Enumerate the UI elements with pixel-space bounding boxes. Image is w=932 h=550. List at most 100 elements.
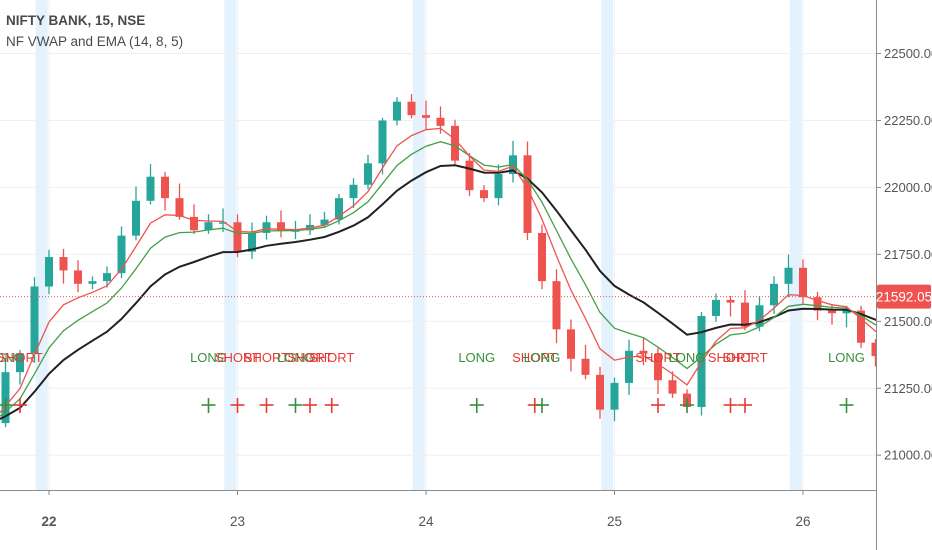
y-tick-label-0: 22500.00 xyxy=(884,46,932,61)
candle-body-15 xyxy=(204,222,213,231)
signal-label-14: SHORT xyxy=(722,350,767,365)
candle-body-59 xyxy=(842,310,851,314)
candle-body-7 xyxy=(88,281,97,284)
candle-body-25 xyxy=(349,184,358,199)
candle-body-26 xyxy=(364,163,372,185)
candle-body-40 xyxy=(567,329,575,359)
indicator-title[interactable]: NF VWAP and EMA (14, 8, 5) xyxy=(6,34,184,49)
candle-body-53 xyxy=(755,305,764,327)
candle-body-12 xyxy=(161,176,169,199)
x-tick-label-0: 22 xyxy=(41,514,56,529)
y-tick-label-1: 22250.00 xyxy=(884,113,932,128)
signal-label-15: LONG xyxy=(828,350,865,365)
session-band-2 xyxy=(412,0,425,490)
candle-body-11 xyxy=(146,176,155,201)
candle-body-33 xyxy=(465,160,474,191)
signal-label-5: LONG xyxy=(277,350,314,365)
candle-body-54 xyxy=(770,283,778,306)
plot-area: LONGSHORTLONGSHORTSHORTLONGSHORTSHORTLON… xyxy=(0,0,909,490)
candle-body-18 xyxy=(248,232,256,252)
signal-label-2: LONG xyxy=(190,350,227,365)
session-band-3 xyxy=(601,0,614,490)
candle-body-45 xyxy=(639,350,648,354)
candle-body-46 xyxy=(654,353,662,381)
signal-label-11: SHORT xyxy=(635,350,680,365)
candle-body-17 xyxy=(233,222,242,252)
signal-label-9: SHORT xyxy=(512,350,557,365)
candle-body-58 xyxy=(828,310,836,314)
candle-body-4 xyxy=(45,257,53,287)
session-band-0 xyxy=(35,0,48,490)
y-tick-label-3: 21750.00 xyxy=(884,247,932,262)
x-tick-label-4: 26 xyxy=(795,514,810,529)
y-tick-label-6: 21000.00 xyxy=(884,448,932,463)
candle-body-2 xyxy=(16,353,24,373)
candle-body-8 xyxy=(103,273,111,282)
candle-body-60 xyxy=(857,310,865,343)
y-tick-label-5: 21250.00 xyxy=(884,381,932,396)
signal-label-0: LONG xyxy=(0,350,24,365)
candle-body-23 xyxy=(320,219,329,225)
signal-label-10: LONG xyxy=(524,350,561,365)
candle-body-14 xyxy=(190,216,198,231)
candle-body-44 xyxy=(625,350,633,383)
x-tick-label-1: 23 xyxy=(230,514,245,529)
candle-body-13 xyxy=(175,198,184,217)
signal-label-12: LONG xyxy=(669,350,706,365)
candle-body-3 xyxy=(30,286,39,354)
candle-body-10 xyxy=(132,200,140,236)
signal-label-4: SHORT xyxy=(244,350,289,365)
session-band-1 xyxy=(224,0,237,490)
y-tick-label-2: 22000.00 xyxy=(884,180,932,195)
signal-label-13: SHORT xyxy=(708,350,753,365)
signal-label-3: SHORT xyxy=(215,350,260,365)
candle-body-38 xyxy=(538,232,546,282)
candle-body-30 xyxy=(422,115,430,118)
chart-legend: NIFTY BANK, 15, NSE NF VWAP and EMA (14,… xyxy=(6,10,183,52)
candle-body-52 xyxy=(741,302,749,327)
candle-body-34 xyxy=(480,190,488,199)
signal-label-8: LONG xyxy=(458,350,495,365)
candle-body-43 xyxy=(610,382,619,410)
candle-body-19 xyxy=(262,222,271,233)
price-badge xyxy=(877,284,931,309)
candle-body-35 xyxy=(494,174,503,199)
candle-body-32 xyxy=(451,125,459,161)
candle-body-41 xyxy=(581,358,590,375)
candle-body-9 xyxy=(117,235,126,274)
candle-body-42 xyxy=(596,374,604,410)
candle-body-29 xyxy=(407,101,416,116)
candle-body-39 xyxy=(552,281,561,330)
y-tick-label-4: 21500.00 xyxy=(884,314,932,329)
candle-body-62 xyxy=(886,348,894,356)
candle-body-24 xyxy=(335,198,343,220)
signal-label-1: SHORT xyxy=(0,350,43,365)
price-badge-text: 21592.05 xyxy=(876,290,932,305)
candle-body-57 xyxy=(813,297,822,311)
candle-body-6 xyxy=(74,270,82,284)
ema-fast-line xyxy=(0,127,876,414)
candle-body-56 xyxy=(799,267,807,298)
candle-body-16 xyxy=(219,222,227,224)
signal-label-7: SHORT xyxy=(309,350,354,365)
candle-body-5 xyxy=(59,257,68,271)
candle-body-63 xyxy=(901,345,909,348)
candle-body-47 xyxy=(668,380,677,394)
vwap-line xyxy=(0,164,876,420)
candle-body-28 xyxy=(393,101,401,121)
symbol-title[interactable]: NIFTY BANK, 15, NSE xyxy=(6,13,146,28)
candle-body-55 xyxy=(784,267,793,284)
candle-body-37 xyxy=(523,155,532,233)
candle-body-50 xyxy=(712,299,720,316)
x-tick-label-2: 24 xyxy=(418,514,434,529)
candle-body-1 xyxy=(1,372,10,424)
session-band-4 xyxy=(789,0,802,490)
candle-body-61 xyxy=(871,342,876,357)
candle-body-51 xyxy=(726,299,735,303)
candle-body-20 xyxy=(277,222,285,231)
candle-body-31 xyxy=(436,117,445,126)
ema-slow-line xyxy=(0,141,876,417)
candle-body-27 xyxy=(378,120,387,164)
